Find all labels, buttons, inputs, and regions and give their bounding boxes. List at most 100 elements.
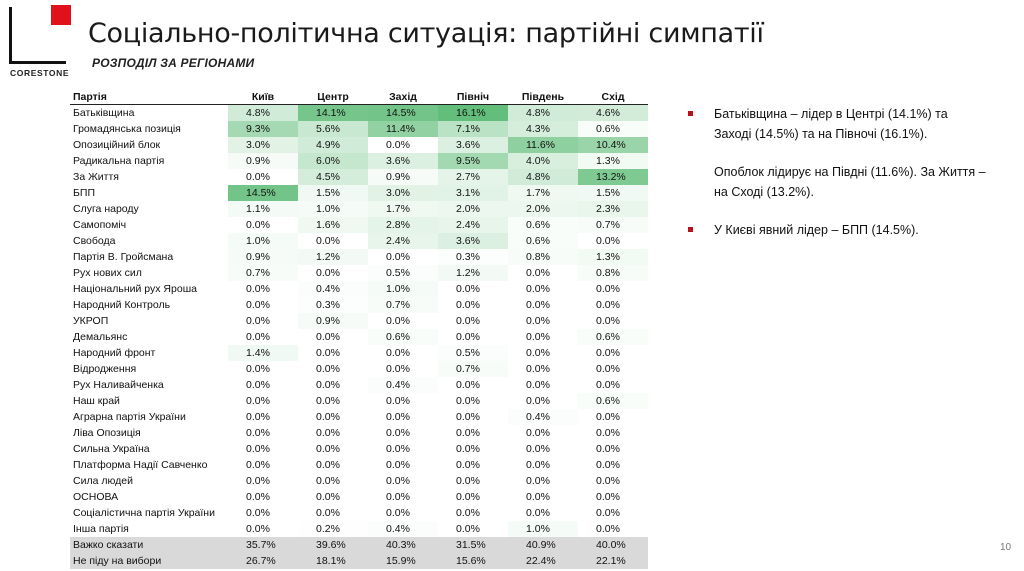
- value-cell: 5.6%: [298, 121, 368, 137]
- value-cell: 1.2%: [438, 265, 508, 281]
- party-name-cell: Батьківщина: [73, 107, 135, 119]
- value-cell: 14.1%: [298, 104, 368, 121]
- value-cell: 0.0%: [578, 441, 648, 457]
- value-cell: 0.0%: [438, 473, 508, 489]
- value-cell: 0.0%: [508, 473, 578, 489]
- value-cell: 4.8%: [508, 104, 578, 121]
- value-cell: 2.3%: [578, 201, 648, 217]
- value-cell: 0.0%: [438, 505, 508, 521]
- table-row: Рух Наливайченка 0.0% 0.0% 0.4% 0.0% 0.0% 0.0%: [70, 377, 648, 393]
- table-body: Батьківщина 4.8% 14.1% 14.5% 16.1% 4.8% 4.6% Гр…: [70, 104, 648, 569]
- party-name-cell: Самопоміч: [73, 219, 127, 231]
- value-cell: 2.7%: [438, 169, 508, 185]
- value-cell: 0.0%: [368, 505, 438, 521]
- party-region-table: Партія Київ Центр Захід Північ Південь С…: [70, 90, 648, 569]
- party-name-cell: Ліва Опозиція: [73, 427, 141, 439]
- value-cell: 0.0%: [578, 361, 648, 377]
- page-number: 10: [1000, 542, 1012, 553]
- value-cell: 0.0%: [508, 393, 578, 409]
- value-cell: 0.0%: [508, 281, 578, 297]
- value-cell: 0.7%: [228, 265, 298, 281]
- party-name-cell: Сильна Україна: [73, 443, 150, 455]
- value-cell: 0.4%: [298, 281, 368, 297]
- table-row: БПП 14.5% 1.5% 3.0% 3.1% 1.7% 1.5%: [70, 185, 648, 201]
- value-cell: 3.1%: [438, 185, 508, 201]
- value-cell: 0.0%: [578, 521, 648, 537]
- party-name-cell: БПП: [73, 187, 95, 199]
- logo-red-square: [51, 5, 71, 25]
- value-cell: 0.0%: [298, 361, 368, 377]
- value-cell: 0.0%: [298, 505, 368, 521]
- value-cell: 18.1%: [298, 553, 368, 569]
- bullet-text: У Києві явний лідер – БПП (14.5%).: [714, 223, 919, 237]
- value-cell: 0.0%: [508, 297, 578, 313]
- value-cell: 0.0%: [298, 345, 368, 361]
- value-cell: 0.0%: [438, 409, 508, 425]
- value-cell: 0.9%: [228, 249, 298, 265]
- party-name-cell: ОСНОВА: [73, 491, 119, 503]
- value-cell: 0.0%: [298, 473, 368, 489]
- party-name-cell: Демальянс: [73, 331, 128, 343]
- value-cell: 0.0%: [578, 377, 648, 393]
- table-row: Рух нових сил 0.7% 0.0% 0.5% 1.2% 0.0% 0.8%: [70, 265, 648, 281]
- value-cell: 0.0%: [228, 393, 298, 409]
- value-cell: 0.0%: [578, 345, 648, 361]
- value-cell: 0.0%: [228, 457, 298, 473]
- value-cell: 0.0%: [508, 489, 578, 505]
- value-cell: 1.5%: [578, 185, 648, 201]
- value-cell: 0.0%: [508, 345, 578, 361]
- value-cell: 0.0%: [298, 441, 368, 457]
- col-header-east: Схід: [578, 90, 648, 105]
- value-cell: 0.0%: [438, 393, 508, 409]
- value-cell: 13.2%: [578, 169, 648, 185]
- party-name-cell: Рух нових сил: [73, 267, 142, 279]
- value-cell: 0.0%: [228, 361, 298, 377]
- value-cell: 4.5%: [298, 169, 368, 185]
- table-row: Сила людей 0.0% 0.0% 0.0% 0.0% 0.0% 0.0%: [70, 473, 648, 489]
- value-cell: 0.0%: [228, 441, 298, 457]
- value-cell: 22.1%: [578, 553, 648, 569]
- party-name-cell: Опозиційний блок: [73, 139, 161, 151]
- value-cell: 3.0%: [228, 137, 298, 153]
- value-cell: 9.3%: [228, 121, 298, 137]
- table-row: Аграрна партія України 0.0% 0.0% 0.0% 0.0% 0.…: [70, 409, 648, 425]
- page-title: Соціально-політична ситуація: партійні с…: [88, 18, 764, 49]
- value-cell: 3.6%: [438, 233, 508, 249]
- col-header-south: Південь: [508, 90, 578, 105]
- value-cell: 0.6%: [578, 329, 648, 345]
- value-cell: 0.5%: [368, 265, 438, 281]
- value-cell: 15.6%: [438, 553, 508, 569]
- value-cell: 0.0%: [298, 425, 368, 441]
- table-row: Радикальна партія 0.9% 6.0% 3.6% 9.5% 4.0% 1.3…: [70, 153, 648, 169]
- value-cell: 0.4%: [508, 409, 578, 425]
- col-header-kyiv: Київ: [228, 90, 298, 105]
- party-name-cell: Відродження: [73, 363, 137, 375]
- value-cell: 1.0%: [298, 201, 368, 217]
- value-cell: 40.3%: [368, 537, 438, 553]
- value-cell: 0.0%: [228, 281, 298, 297]
- table-row: Опозиційний блок 3.0% 4.9% 0.0% 3.6% 11.6% 10.…: [70, 137, 648, 153]
- value-cell: 35.7%: [228, 537, 298, 553]
- value-cell: 0.0%: [508, 505, 578, 521]
- bullet-item: Батьківщина – лідер в Центрі (14.1%) та …: [688, 104, 988, 202]
- table-row: Партія В. Гройсмана 0.9% 1.2% 0.0% 0.3% 0.8% 1…: [70, 249, 648, 265]
- value-cell: 0.8%: [508, 249, 578, 265]
- value-cell: 7.1%: [438, 121, 508, 137]
- value-cell: 4.6%: [578, 104, 648, 121]
- party-name-cell: Громадянська позиція: [73, 123, 181, 135]
- value-cell: 0.0%: [438, 489, 508, 505]
- value-cell: 31.5%: [438, 537, 508, 553]
- logo-frame: [9, 7, 66, 64]
- value-cell: 1.3%: [578, 153, 648, 169]
- value-cell: 0.0%: [368, 361, 438, 377]
- party-name-cell: УКРОП: [73, 315, 109, 327]
- party-name-cell: Свобода: [73, 235, 116, 247]
- value-cell: 22.4%: [508, 553, 578, 569]
- value-cell: 4.3%: [508, 121, 578, 137]
- value-cell: 0.0%: [578, 425, 648, 441]
- party-name-cell: Народний Контроль: [73, 299, 171, 311]
- value-cell: 0.0%: [438, 313, 508, 329]
- value-cell: 0.0%: [228, 505, 298, 521]
- value-cell: 0.0%: [368, 425, 438, 441]
- party-name-cell: Національний рух Яроша: [73, 283, 197, 295]
